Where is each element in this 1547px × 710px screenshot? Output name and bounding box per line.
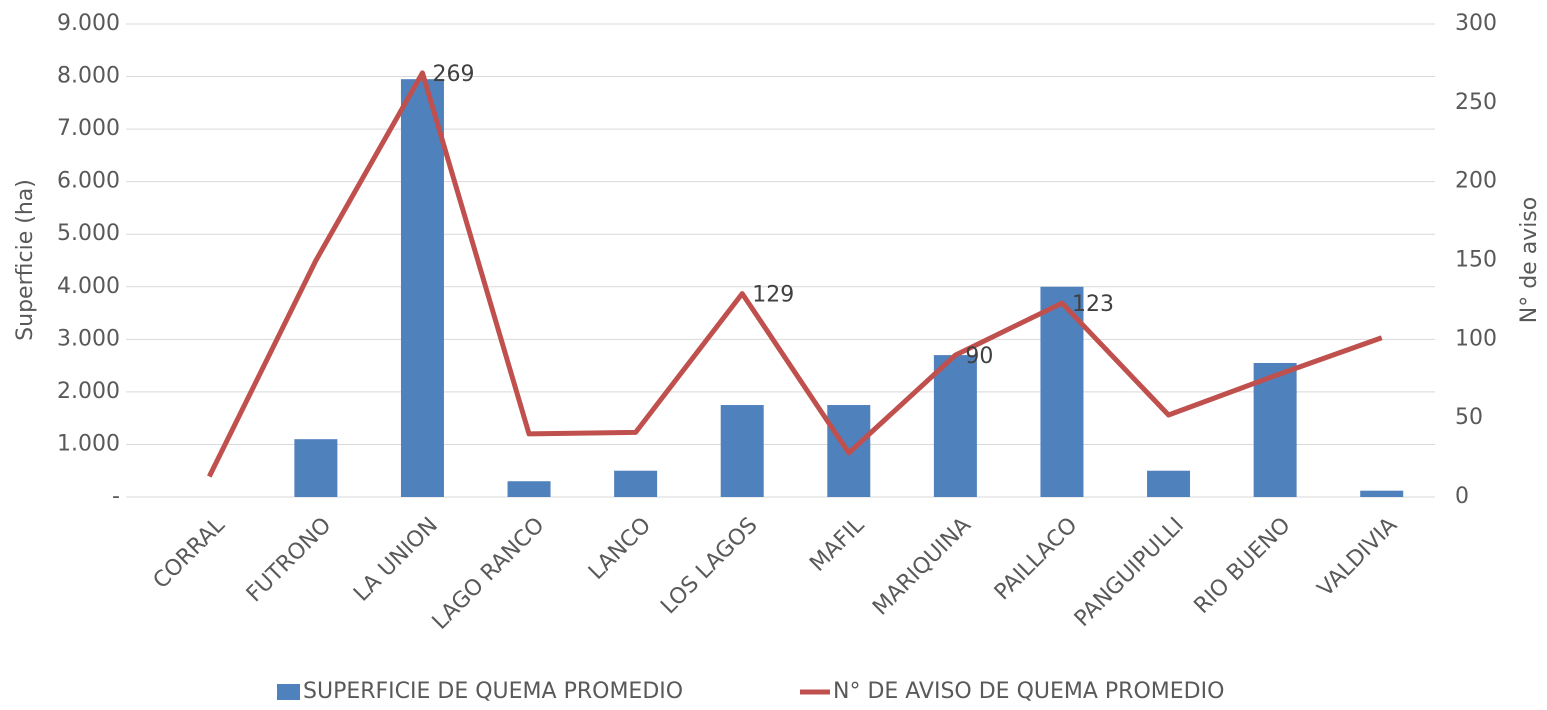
y2-tick-label: 250	[1455, 90, 1497, 115]
bar	[933, 355, 977, 497]
y-tick-label: 3.000	[57, 326, 120, 351]
y2-tick-label: 0	[1455, 484, 1469, 509]
bar	[400, 79, 444, 497]
x-tick-label: MARIQUINA	[868, 513, 976, 621]
y-tick-label: 6.000	[57, 169, 120, 194]
y2-tick-label: 100	[1455, 326, 1497, 351]
bar	[720, 405, 764, 497]
x-tick-label: RIO BUENO	[1190, 513, 1296, 619]
y2-tick-label: 200	[1455, 169, 1497, 194]
y2-tick-label: 150	[1455, 248, 1497, 273]
y2-tick-label: 300	[1455, 11, 1497, 36]
x-tick-label: MAFIL	[805, 512, 869, 576]
bar	[1147, 470, 1191, 497]
data-label: 129	[752, 283, 794, 308]
y-axis-title: Superficie (ha)	[13, 179, 38, 341]
y-tick-label: 9.000	[57, 11, 120, 36]
legend-label: N° DE AVISO DE QUEMA PROMEDIO	[833, 679, 1224, 704]
y2-axis-title: N° de aviso	[1517, 197, 1542, 323]
bar	[507, 481, 551, 497]
legend-swatch	[277, 684, 300, 700]
data-label: 269	[432, 62, 474, 87]
x-tick-label: PAILLACO	[990, 513, 1082, 605]
x-tick-label: LAGO RANCO	[428, 513, 550, 635]
bar	[1253, 362, 1297, 497]
bar	[1360, 490, 1404, 497]
y-tick-label: 5.000	[57, 221, 120, 246]
x-tick-label: PANGUIPULLI	[1070, 513, 1189, 632]
y-tick-label: -	[112, 484, 120, 509]
legend-label: SUPERFICIE DE QUEMA PROMEDIO	[303, 679, 683, 704]
y-tick-label: 8.000	[57, 64, 120, 89]
x-tick-label: CORRAL	[149, 512, 231, 594]
bar	[1040, 286, 1084, 497]
y-tick-label: 7.000	[57, 116, 120, 141]
bar	[614, 470, 658, 497]
data-label: 90	[965, 344, 993, 369]
x-tick-label: LOS LAGOS	[656, 513, 762, 619]
y2-tick-label: 50	[1455, 405, 1483, 430]
y-tick-label: 2.000	[57, 379, 120, 404]
y-tick-label: 1.000	[57, 431, 120, 456]
x-tick-label: FUTRONO	[242, 513, 336, 607]
data-label: 123	[1072, 292, 1114, 317]
x-tick-label: VALDIVIA	[1313, 513, 1402, 602]
x-tick-label: LA UNION	[349, 513, 443, 607]
bar	[294, 439, 338, 497]
y-tick-label: 4.000	[57, 274, 120, 299]
x-tick-label: LANCO	[584, 513, 656, 585]
line	[207, 70, 1383, 478]
